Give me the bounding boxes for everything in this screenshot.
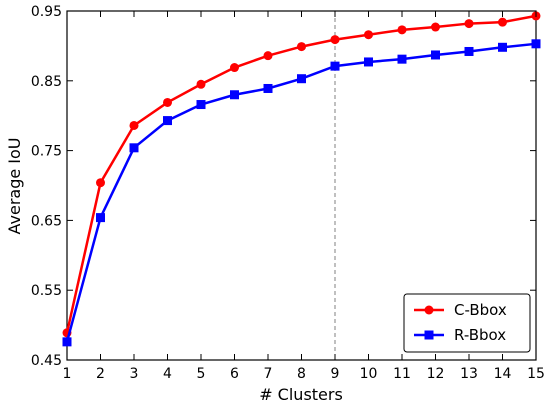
x-tick-label: 2 [96,366,105,382]
r-bbox-point [498,42,507,52]
legend-box [403,293,531,353]
y-axis-title: Average IoU [5,137,24,234]
y-tick-label: 0.55 [31,283,62,299]
r-bbox-point [96,213,105,223]
y-axis-ticks: 0.45 0.55 0.65 0.75 0.85 0.95 [31,4,536,369]
c-bbox-point [196,79,206,89]
legend-marker-r-bbox [424,330,434,340]
y-tick-label: 0.85 [31,74,62,90]
legend-label-c-bbox: C-Bbox [454,301,507,319]
x-axis-ticks: 1 2 3 4 5 6 7 8 9 10 11 12 13 14 15 [63,11,545,382]
series-layer [62,11,541,347]
x-tick-label: 9 [331,366,340,382]
x-tick-label: 8 [297,366,306,382]
r-bbox-point [397,54,407,64]
r-bbox-point [230,90,239,100]
x-tick-label: 5 [197,366,206,382]
r-bbox-point [431,50,440,60]
x-tick-label: 11 [393,366,411,382]
y-tick-label: 0.65 [31,213,62,229]
series-c-bbox [62,11,541,338]
y-tick-label: 0.95 [31,4,62,20]
x-tick-label: 12 [427,366,445,382]
c-bbox-point [364,30,373,40]
x-tick-label: 3 [130,366,139,382]
r-bbox-point [263,83,273,93]
y-tick-label: 0.45 [31,353,62,369]
c-bbox-point [464,19,474,29]
c-bbox-point [230,63,239,73]
c-bbox-line [65,14,537,334]
c-bbox-point [431,22,440,32]
c-bbox-point [297,42,306,52]
r-bbox-point [464,46,474,56]
r-bbox-point [364,57,373,67]
r-bbox-point [330,61,340,71]
legend-marker-c-bbox [424,305,434,315]
y-tick-label: 0.75 [31,144,62,160]
x-tick-label: 14 [494,366,512,382]
x-tick-label: 4 [163,366,172,382]
c-bbox-point [330,35,340,45]
legend: C-Bbox R-Bbox [403,293,531,353]
x-tick-label: 15 [527,366,545,382]
r-bbox-point [531,39,541,49]
c-bbox-point [96,178,105,188]
x-axis-title: # Clusters [259,385,343,404]
x-tick-label: 13 [460,366,478,382]
c-bbox-point [498,17,507,27]
c-bbox-point [263,51,273,61]
x-tick-label: 6 [230,366,239,382]
c-bbox-point [163,97,172,107]
x-tick-label: 7 [264,366,273,382]
series-r-bbox [62,39,541,347]
r-bbox-point [163,116,172,126]
r-bbox-point [297,74,306,84]
r-bbox-point [129,143,139,153]
r-bbox-point [196,100,206,110]
legend-label-r-bbox: R-Bbox [454,326,506,344]
c-bbox-point [129,120,139,130]
c-bbox-point [397,25,407,35]
x-tick-label: 10 [360,366,378,382]
r-bbox-point [62,337,72,347]
x-tick-label: 1 [63,366,72,382]
